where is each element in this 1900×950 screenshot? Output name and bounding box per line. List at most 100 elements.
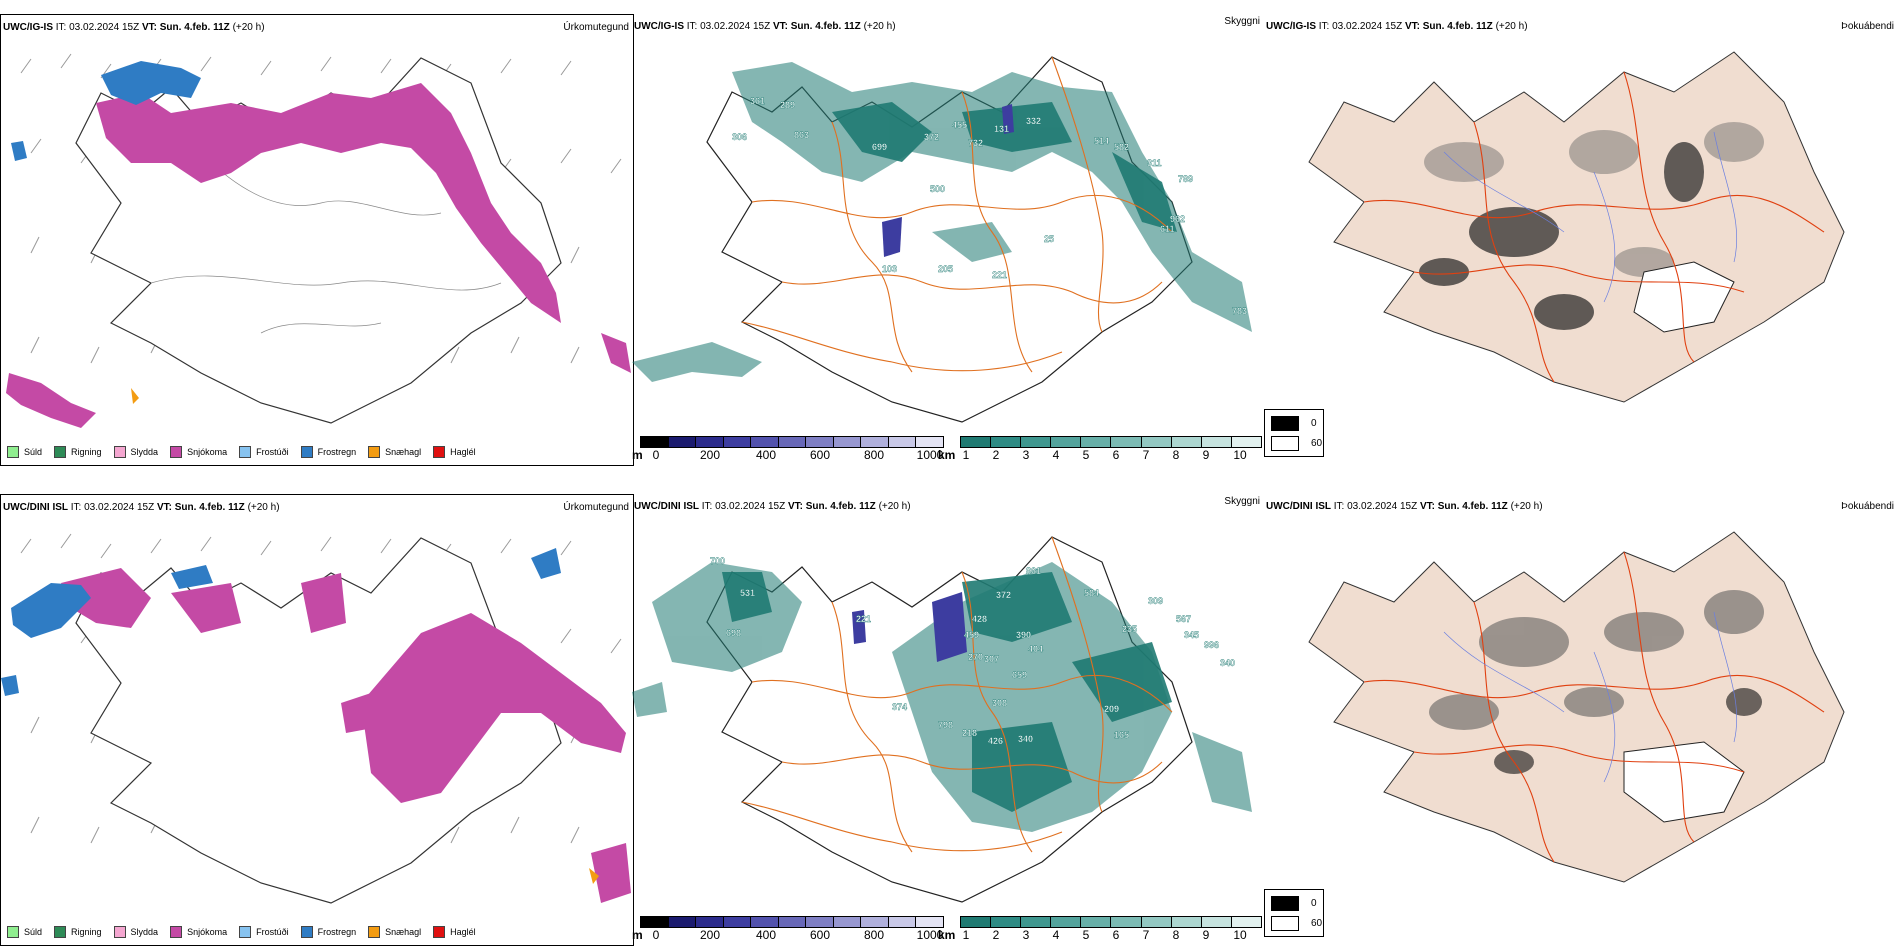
snjokoma-swatch (170, 926, 183, 938)
ceiling-label: 374 (892, 702, 907, 712)
legend-item-hagel: Haglél (433, 446, 476, 458)
ceiling-label: 699 (872, 142, 887, 152)
legend-item-snjokoma: Snjókoma (170, 926, 227, 938)
visibility-tick: 6 (1112, 928, 1120, 942)
ceiling-label: 309 (1148, 596, 1163, 606)
fog-panel-row2: UWC/DINI ISL IT: 03.02.2024 15Z VT: Sun.… (1264, 494, 1900, 944)
height-unit: m (632, 448, 643, 462)
fog-white-swatch (1271, 436, 1299, 451)
visibility-tick: 4 (1052, 928, 1060, 942)
panel-label: Úrkomutegund (563, 502, 629, 513)
fog-legend: 0 60 (1264, 409, 1324, 457)
visibility-tick: 2 (992, 928, 1000, 942)
visibility-tick: 7 (1142, 928, 1150, 942)
legend-item-snjokoma: Snjókoma (170, 446, 227, 458)
ceiling-label: 308 (992, 698, 1007, 708)
height-colorbar (640, 436, 944, 448)
panel-label: Úrkomutegund (563, 22, 629, 33)
ceiling-label: 611 (1160, 224, 1175, 234)
ceiling-label: 311 (1147, 158, 1162, 168)
frostudi-swatch (239, 926, 252, 938)
ceiling-label: 340 (1018, 734, 1033, 744)
ceiling-label: 270 (968, 652, 983, 662)
height-unit: m (632, 928, 643, 942)
legend-item-snaehagl: Snæhagl (368, 446, 421, 458)
visibility-tick: 1 (962, 928, 970, 942)
fog-legend-item: 0 (1271, 896, 1317, 911)
fog-map (1308, 51, 1845, 403)
ceiling-label: 372 (996, 590, 1011, 600)
visibility-colorbar (960, 436, 1262, 448)
precip-legend: Súld Rigning Slydda Snjókoma Frostúði Fr… (1, 440, 476, 464)
legend-item-slydda: Slydda (113, 446, 158, 458)
ceiling-label: 372 (924, 132, 939, 142)
visibility-tick: 9 (1202, 928, 1210, 942)
rigning-swatch (54, 446, 67, 458)
ceiling-label: 567 (1176, 614, 1191, 624)
fog-legend-item: 60 (1271, 436, 1322, 451)
ceiling-label: 659 (1012, 670, 1027, 680)
ceiling-label: 332 (1026, 116, 1041, 126)
height-tick: 800 (863, 448, 885, 462)
ceiling-label: 361 (750, 96, 765, 106)
visibility-tick: 5 (1082, 928, 1090, 942)
visibility-tick: 4 (1052, 448, 1060, 462)
visibility-tick: 10 (1233, 448, 1247, 462)
visibility-tick: 3 (1022, 928, 1030, 942)
ceiling-label: 390 (1016, 630, 1031, 640)
ceiling-label: 345 (1184, 630, 1199, 640)
ceiling-label: 584 (1084, 588, 1099, 598)
visibility-tick: 6 (1112, 448, 1120, 462)
hagel-swatch (433, 926, 446, 938)
fog-panel-row1: UWC/IG-IS IT: 03.02.2024 15Z VT: Sun. 4.… (1264, 14, 1900, 464)
suld-swatch (7, 926, 19, 938)
ceiling-label: 996 (1204, 640, 1219, 650)
ceiling-label: 235 (1122, 624, 1137, 634)
panel-title: UWC/DINI ISL IT: 03.02.2024 15Z VT: Sun.… (634, 501, 911, 512)
panel-title: UWC/DINI ISL IT: 03.02.2024 15Z VT: Sun.… (1266, 501, 1543, 512)
height-tick: 0 (652, 928, 660, 942)
height-colorbar (640, 916, 944, 928)
visibility-tick: 7 (1142, 448, 1150, 462)
height-tick: 600 (809, 928, 831, 942)
ceiling-map: 700 531 698 221 372 861 584 428 459 270 … (632, 536, 1252, 903)
panel-title: UWC/IG-IS IT: 03.02.2024 15Z VT: Sun. 4.… (634, 21, 896, 32)
visibility-unit: km (938, 448, 956, 462)
visibility-tick: 9 (1202, 448, 1210, 462)
precip-legend: Súld Rigning Slydda Snjókoma Frostúði Fr… (1, 920, 476, 944)
panel-label: Skyggni (1224, 496, 1260, 507)
panel-title: UWC/IG-IS IT: 03.02.2024 15Z VT: Sun. 4.… (3, 22, 265, 33)
frostudi-swatch (239, 446, 252, 458)
height-tick: 1000 (916, 928, 944, 942)
legend-item-frostregn: Frostregn (300, 446, 356, 458)
ceiling-label: 798 (938, 720, 953, 730)
suld-swatch (7, 446, 19, 458)
ceiling-label: 404 (1028, 644, 1043, 654)
height-tick: 200 (699, 928, 721, 942)
precip-panel-row2: UWC/DINI ISL IT: 03.02.2024 15Z VT: Sun.… (0, 494, 634, 946)
ceiling-label: 500 (930, 184, 945, 194)
panel-label: Skyggni (1224, 16, 1260, 27)
visibility-tick: 8 (1172, 928, 1180, 942)
ceiling-label: 307 (984, 654, 999, 664)
visibility-unit: km (938, 928, 956, 942)
ceiling-label: 732 (968, 138, 983, 148)
ceiling-label: 962 (1170, 214, 1185, 224)
ceiling-label: 700 (710, 556, 725, 566)
ceiling-label: 205 (938, 264, 953, 274)
hagel-swatch (433, 446, 446, 458)
visibility-colorbar (960, 916, 1262, 928)
ceiling-label: 455 (952, 120, 967, 130)
visibility-tick: 3 (1022, 448, 1030, 462)
ceiling-label: 783 (1232, 306, 1247, 316)
legend-item-snaehagl: Snæhagl (368, 926, 421, 938)
snaehagl-swatch (368, 926, 381, 938)
ceiling-label: 531 (740, 588, 755, 598)
legend-item-frostregn: Frostregn (300, 926, 356, 938)
snaehagl-swatch (368, 446, 381, 458)
fog-black-swatch (1271, 896, 1299, 911)
legend-item-hagel: Haglél (433, 926, 476, 938)
ceiling-label: 340 (1220, 658, 1235, 668)
visibility-tick: 2 (992, 448, 1000, 462)
height-tick: 600 (809, 448, 831, 462)
